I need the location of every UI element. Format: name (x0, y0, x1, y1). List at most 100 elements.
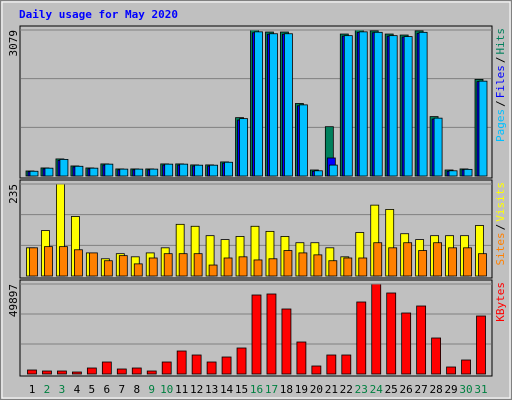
x-tick-label: 2 (44, 383, 51, 396)
bar (179, 163, 189, 177)
bar (149, 168, 159, 177)
legend-separator: / (494, 224, 507, 231)
bar (176, 350, 187, 375)
bar (42, 370, 52, 375)
bar (298, 252, 308, 277)
bar (27, 369, 37, 375)
bar (386, 292, 397, 375)
bar (268, 258, 278, 277)
bar (163, 253, 173, 277)
bar (358, 257, 368, 277)
bar (206, 361, 217, 375)
bar (251, 294, 262, 375)
bar (119, 168, 129, 177)
bar (281, 308, 292, 375)
bar (236, 347, 247, 375)
bar (133, 263, 143, 277)
x-tick-label: 29 (444, 383, 457, 396)
bar (296, 341, 307, 375)
bar (313, 170, 323, 177)
x-tick-label: 5 (89, 383, 96, 396)
bar (74, 165, 84, 177)
bar (448, 247, 457, 277)
bar (239, 118, 248, 177)
x-tick-label: 20 (310, 383, 323, 396)
x-tick-label: 21 (325, 383, 338, 396)
bar (44, 167, 54, 177)
bar (313, 254, 323, 277)
x-tick-label: 3 (59, 383, 66, 396)
legend-entry: KBytes (494, 282, 507, 322)
x-tick-label: 16 (250, 383, 263, 396)
bar (388, 247, 398, 277)
x-tick-label: 27 (415, 383, 428, 396)
bar (311, 365, 322, 375)
bar (478, 253, 487, 277)
bar (446, 366, 456, 375)
bar (74, 249, 83, 277)
bar (403, 242, 413, 277)
x-tick-label: 23 (355, 383, 368, 396)
bar (448, 170, 458, 177)
bar (254, 31, 263, 177)
bar (461, 359, 471, 375)
bar (269, 33, 278, 177)
bar (358, 31, 368, 177)
bar (103, 260, 113, 277)
x-tick-label: 31 (474, 383, 487, 396)
x-tick-label: 10 (160, 383, 173, 396)
bar (298, 104, 308, 177)
x-tick-label: 28 (429, 383, 442, 396)
bar (418, 31, 428, 177)
x-tick-label: 24 (370, 383, 384, 396)
bar (29, 247, 38, 277)
bar (371, 283, 382, 375)
legend-separator: / (494, 100, 507, 107)
bar (328, 260, 338, 277)
bar (476, 315, 486, 375)
bar (29, 170, 39, 177)
bar (478, 80, 488, 177)
bar (59, 246, 68, 277)
bar (356, 301, 367, 375)
bar (433, 117, 443, 177)
bar (178, 253, 188, 277)
bar (418, 250, 428, 277)
x-tick-label: 30 (459, 383, 472, 396)
y-tick-label: 49897 (7, 284, 20, 317)
x-tick-label: 15 (235, 383, 248, 396)
bar (148, 257, 158, 277)
bar (134, 168, 144, 177)
x-tick-label: 9 (148, 383, 155, 396)
x-tick-label: 17 (265, 383, 278, 396)
bar (388, 35, 398, 177)
legend: Sites/ Visits (494, 182, 507, 266)
bar (164, 163, 174, 177)
x-tick-label: 8 (133, 383, 140, 396)
x-tick-label: 13 (205, 383, 218, 396)
bar (116, 368, 127, 375)
bar (44, 246, 53, 277)
x-tick-label: 18 (280, 383, 293, 396)
x-tick-label: 12 (190, 383, 203, 396)
bar (253, 259, 263, 277)
bar (401, 312, 412, 375)
chart-title: Daily usage for May 2020 (19, 8, 178, 21)
bar (194, 164, 204, 177)
bar (88, 252, 98, 277)
bar (59, 159, 69, 177)
x-tick-label: 22 (340, 383, 353, 396)
bar (223, 257, 233, 277)
x-tick-label: 6 (104, 383, 111, 396)
legend: Pages/Files/Hits (494, 28, 507, 142)
bar (284, 33, 293, 177)
bar (373, 31, 383, 177)
x-tick-label: 25 (385, 383, 398, 396)
bar (238, 256, 248, 277)
bar (343, 35, 353, 177)
bar (403, 36, 413, 177)
bar (193, 253, 203, 277)
bar (328, 164, 338, 177)
legend-entry: Pages (494, 109, 507, 142)
